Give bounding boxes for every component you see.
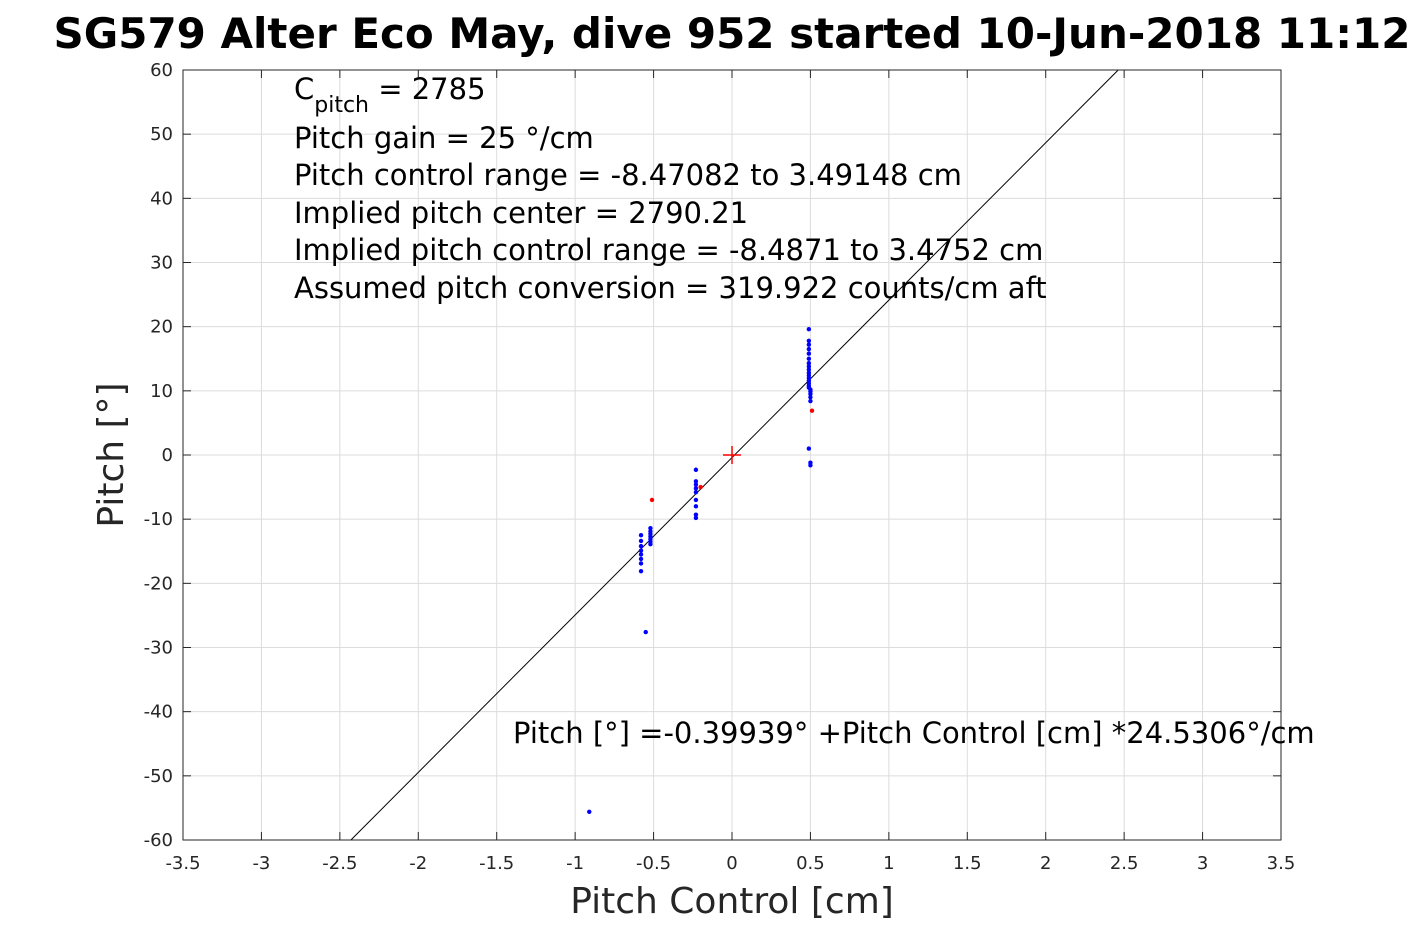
data-point — [693, 497, 699, 503]
data-point — [693, 504, 699, 509]
data-point — [806, 342, 812, 347]
data-point — [638, 552, 644, 557]
x-tick-label: 1.5 — [953, 853, 982, 874]
c-pitch-symbol: C — [294, 72, 314, 106]
data-point — [808, 395, 813, 400]
data-point — [638, 543, 644, 549]
c-pitch-value: = 2785 — [369, 72, 486, 106]
data-point — [808, 391, 813, 397]
pitch-gain-annotation: Pitch gain = 25 °/cm — [294, 121, 594, 155]
data-point — [806, 367, 812, 372]
data-point — [808, 398, 813, 404]
data-point — [806, 346, 812, 352]
x-tick-label: 0.5 — [796, 853, 825, 874]
data-point — [806, 327, 812, 332]
c-pitch-annotation: Cpitch = 2785 — [294, 72, 486, 118]
data-point — [693, 490, 699, 495]
implied-range-annotation: Implied pitch control range = -8.4871 to… — [294, 233, 1043, 267]
data-point — [638, 538, 644, 544]
x-tick-label: -1.5 — [479, 853, 514, 874]
x-tick-label: -0.5 — [636, 853, 671, 874]
data-point — [698, 484, 703, 490]
data-point — [693, 512, 699, 517]
y-tick-label: 40 — [150, 188, 173, 209]
data-point — [808, 463, 813, 468]
x-tick-label: 0 — [726, 853, 737, 874]
data-point — [809, 408, 815, 413]
data-point — [806, 351, 812, 356]
axis-ticks: -3.5 -3 -2.5 -2 -1.5 -1 -0.5 0 0.5 1 1.5 2 2.5 3 3.5 -6… — [144, 60, 1296, 874]
data-point — [693, 482, 699, 487]
data-point — [806, 361, 812, 366]
data-point — [638, 533, 644, 538]
y-axis-label: Pitch [°] — [91, 382, 132, 527]
y-tick-label: -20 — [144, 573, 173, 594]
data-point — [806, 356, 812, 361]
y-tick-label: -50 — [144, 766, 173, 787]
data-point — [587, 809, 592, 814]
annotation-block: Cpitch = 2785 Pitch gain = 25 °/cm Pitch… — [294, 72, 1047, 305]
data-point — [638, 556, 644, 562]
data-point — [806, 364, 812, 369]
x-tick-label: -3.5 — [165, 853, 200, 874]
center-marker-layer — [723, 446, 741, 464]
data-point — [638, 568, 644, 574]
data-point — [693, 486, 699, 491]
x-tick-label: -1 — [566, 853, 584, 874]
x-tick-label: 2 — [1040, 853, 1051, 874]
y-tick-label: -30 — [144, 638, 173, 659]
data-point — [648, 525, 653, 531]
data-points — [587, 327, 815, 814]
x-axis-label: Pitch Control [cm] — [570, 881, 894, 922]
x-tick-label: 3.5 — [1267, 853, 1296, 874]
data-point — [643, 629, 648, 635]
y-tick-label: 50 — [150, 124, 173, 145]
grid — [182, 69, 1282, 841]
y-tick-label: -10 — [144, 509, 173, 530]
y-tick-label: 0 — [162, 445, 173, 466]
x-tick-label: -2.5 — [322, 853, 357, 874]
implied-center-annotation: Implied pitch center = 2790.21 — [294, 196, 748, 230]
c-pitch-subscript: pitch — [314, 93, 369, 118]
y-tick-label: 20 — [150, 317, 173, 338]
data-point — [806, 446, 812, 451]
chart-title: SG579 Alter Eco May, dive 952 started 10… — [54, 9, 1411, 58]
x-tick-label: 1 — [883, 853, 894, 874]
data-point — [648, 541, 653, 547]
y-tick-label: 30 — [150, 253, 173, 274]
data-point — [638, 561, 644, 566]
y-tick-label: 10 — [150, 381, 173, 402]
x-tick-label: -3 — [252, 853, 270, 874]
data-point — [693, 515, 699, 521]
y-tick-label: 60 — [150, 60, 173, 81]
x-tick-label: 2.5 — [1110, 853, 1139, 874]
x-tick-label: -2 — [409, 853, 427, 874]
data-point — [693, 479, 699, 484]
fit-equation-annotation: Pitch [°] =-0.39939° +Pitch Control [cm]… — [513, 716, 1315, 750]
y-tick-label: -40 — [144, 702, 173, 723]
y-tick-label: -60 — [144, 830, 173, 851]
data-point — [806, 338, 812, 343]
control-range-annotation: Pitch control range = -8.47082 to 3.4914… — [294, 158, 962, 192]
data-point — [649, 497, 655, 503]
data-point — [638, 548, 644, 553]
x-tick-label: 3 — [1197, 853, 1208, 874]
data-point — [693, 467, 699, 472]
conversion-annotation: Assumed pitch conversion = 319.922 count… — [294, 271, 1047, 305]
